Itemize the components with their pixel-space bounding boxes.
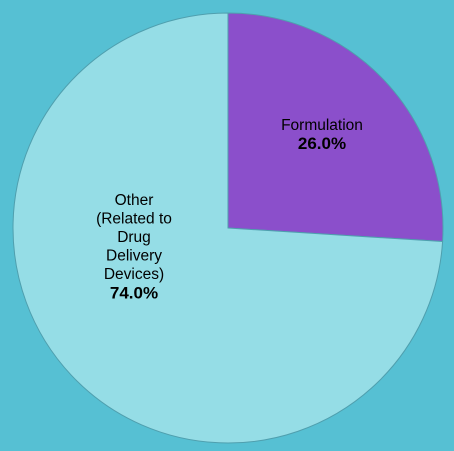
slice-label-line: Formulation [281,117,363,134]
slice-value-label: 26.0% [298,134,346,153]
slice-value-label: 74.0% [110,284,158,303]
pie-slice-other [12,12,444,444]
slice-label-formulation: Formulation 26.0% [281,117,363,153]
slice-label-line: Devices) [104,266,164,283]
pie-slice-formulation [227,12,444,243]
pie-labels: Formulation 26.0% Other (Related to Drug Deli… [96,117,363,303]
slice-label-line: Other [115,192,154,209]
pie-slices [12,12,444,444]
slice-label-line: Drug [117,229,151,246]
slice-label-line: (Related to [96,211,172,228]
slice-label-other: Other (Related to Drug Delivery Devices) 74.0… [96,192,172,303]
slice-label-line: Delivery [106,248,162,265]
